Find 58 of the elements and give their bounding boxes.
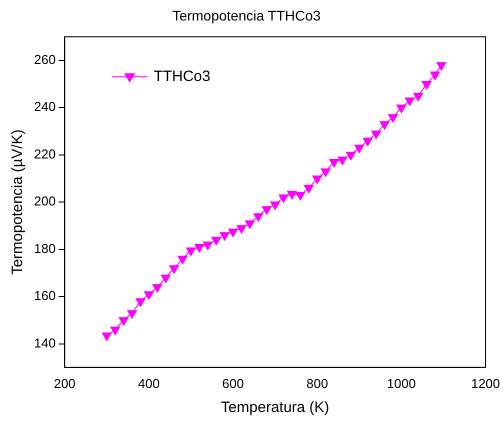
point <box>118 317 128 326</box>
point <box>202 242 213 250</box>
point <box>178 256 188 264</box>
y-tick-label: 160 <box>34 288 56 304</box>
x-tick-label: 600 <box>222 376 244 391</box>
x-tick-label: 400 <box>138 376 160 391</box>
point <box>338 156 348 166</box>
point <box>160 274 171 284</box>
legend-label: TTHCo3 <box>154 68 210 85</box>
point <box>380 121 390 130</box>
x-tick-label: 1200 <box>471 376 500 391</box>
point <box>186 248 196 256</box>
point <box>169 265 179 274</box>
point <box>422 81 432 90</box>
point <box>388 114 398 123</box>
point <box>102 332 112 342</box>
point <box>329 158 339 168</box>
point <box>396 104 406 114</box>
point <box>127 310 137 319</box>
point <box>312 175 322 184</box>
point <box>320 168 330 177</box>
y-tick-label: 140 <box>34 335 56 350</box>
x-tick-label: 1000 <box>386 376 416 391</box>
y-axis-title: Termopotencia (µV/K) <box>9 129 26 275</box>
point <box>436 62 446 71</box>
point <box>220 232 230 241</box>
point <box>194 244 204 252</box>
point <box>296 192 306 201</box>
point <box>152 284 162 293</box>
y-tick-label: 240 <box>34 99 56 114</box>
x-tick-label: 800 <box>306 376 328 391</box>
y-tick-label: 200 <box>34 194 56 209</box>
point <box>270 201 280 210</box>
point <box>236 225 246 234</box>
point <box>278 194 288 203</box>
y-tick-label: 180 <box>34 240 56 256</box>
x-axis-title: Temperatura (K) <box>220 399 330 416</box>
point <box>354 144 364 154</box>
point <box>110 326 120 336</box>
point <box>430 72 440 80</box>
point <box>262 206 272 215</box>
point <box>304 184 314 194</box>
point <box>346 152 356 160</box>
y-tick-label: 220 <box>34 146 56 162</box>
x-tick-label: 200 <box>54 376 76 391</box>
point <box>211 236 222 246</box>
point <box>404 98 415 106</box>
point <box>362 138 373 146</box>
point <box>253 213 264 222</box>
point <box>287 190 297 200</box>
point <box>136 298 146 307</box>
point <box>245 220 255 229</box>
chart-title: Termopotencia TTHCo3 <box>172 7 321 24</box>
point <box>371 130 381 140</box>
y-tick-label: 260 <box>34 52 56 67</box>
point <box>228 228 238 238</box>
point <box>144 291 154 300</box>
point <box>413 92 424 102</box>
